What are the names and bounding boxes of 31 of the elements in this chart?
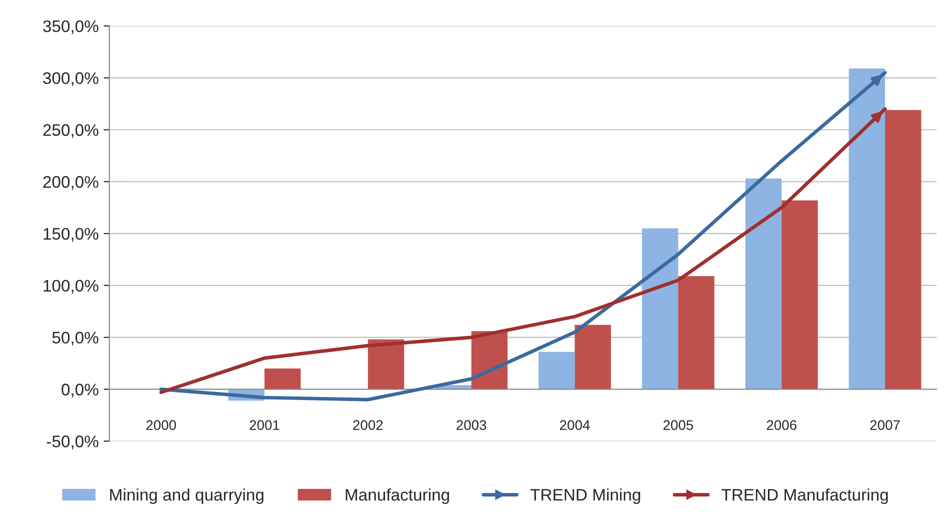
bar xyxy=(678,276,714,390)
bar xyxy=(368,339,404,390)
bar xyxy=(848,68,886,390)
x-tick-label: 2007 xyxy=(870,420,900,430)
bar xyxy=(538,352,575,390)
y-tick-label: 350,0% xyxy=(43,20,98,34)
y-tick-label: -50,0% xyxy=(46,436,98,450)
bar xyxy=(782,200,818,390)
legend-label: Mining and quarrying xyxy=(110,488,264,504)
bar xyxy=(642,228,678,390)
x-tick-label: 2002 xyxy=(353,420,383,430)
y-tick-label: 0,0% xyxy=(62,384,98,398)
x-tick-label: 2001 xyxy=(250,420,280,430)
bar xyxy=(264,368,301,390)
x-tick-label: 2000 xyxy=(146,420,176,430)
y-tick-label: 150,0% xyxy=(44,228,98,242)
y-tick-label: 300,0% xyxy=(43,72,98,86)
bar xyxy=(574,324,611,390)
bar xyxy=(745,178,782,390)
y-tick-label: 50,0% xyxy=(52,332,98,346)
legend-label: TREND Manufacturing xyxy=(722,488,888,504)
legend-label: TREND Mining xyxy=(530,488,640,504)
x-tick-label: 2004 xyxy=(560,420,590,430)
x-tick-label: 2003 xyxy=(456,420,486,430)
legend-label: Manufacturing xyxy=(346,488,449,504)
bar xyxy=(885,110,922,390)
x-tick-label: 2005 xyxy=(663,420,694,430)
y-tick-label: 100,0% xyxy=(44,280,98,294)
y-tick-label: 200,0% xyxy=(43,176,98,190)
y-tick-label: 250,0% xyxy=(43,124,98,138)
x-tick-label: 2006 xyxy=(766,420,796,430)
